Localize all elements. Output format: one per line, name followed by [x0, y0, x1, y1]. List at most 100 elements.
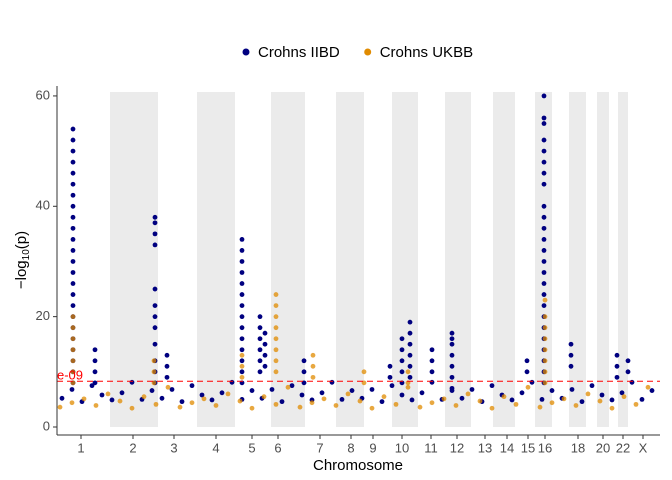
point — [549, 400, 555, 406]
point — [152, 220, 158, 226]
point — [257, 369, 263, 375]
point — [225, 391, 231, 397]
point — [319, 390, 325, 396]
point — [429, 358, 435, 364]
point — [70, 369, 76, 375]
point — [449, 363, 455, 369]
point — [409, 397, 415, 403]
point — [541, 270, 547, 275]
point — [257, 325, 263, 331]
point — [407, 352, 413, 358]
point — [579, 399, 585, 405]
point — [70, 170, 76, 176]
point — [369, 405, 375, 411]
point — [57, 404, 63, 410]
x-tick-label: 22 — [616, 440, 630, 455]
point — [345, 391, 351, 397]
point — [541, 148, 547, 154]
point — [429, 369, 435, 375]
point — [333, 403, 339, 408]
point — [449, 341, 455, 347]
point — [239, 259, 245, 264]
y-tick-label: 0 — [43, 418, 50, 433]
point — [639, 397, 645, 402]
point — [417, 404, 423, 410]
x-tick-label: 14 — [500, 440, 514, 455]
point — [469, 387, 475, 392]
point — [405, 384, 411, 390]
point — [70, 192, 76, 198]
point — [387, 363, 393, 369]
legend-text: Crohns IIBD — [258, 44, 340, 61]
point — [310, 363, 316, 369]
point — [269, 387, 275, 392]
point — [369, 387, 375, 392]
y-title-part: (p) — [13, 231, 30, 249]
point — [357, 398, 363, 404]
point — [129, 405, 135, 411]
point — [310, 352, 316, 358]
point — [561, 396, 567, 402]
point — [239, 270, 245, 275]
point — [519, 390, 525, 396]
point — [177, 404, 183, 410]
point — [257, 314, 263, 320]
point — [70, 137, 76, 143]
point — [449, 385, 455, 391]
point — [117, 398, 123, 404]
point — [92, 369, 98, 375]
point — [289, 383, 295, 389]
x-tick-label: 11 — [424, 440, 438, 455]
point — [262, 330, 268, 336]
point — [379, 399, 385, 405]
point — [524, 369, 530, 375]
point — [262, 352, 268, 358]
point — [239, 352, 245, 358]
y-axis-title: −log10(p) — [13, 231, 32, 289]
point — [309, 400, 315, 406]
point — [399, 347, 405, 353]
point — [381, 394, 387, 400]
point — [164, 352, 170, 358]
point — [407, 363, 413, 369]
point — [321, 396, 327, 402]
point — [93, 403, 99, 408]
point — [261, 394, 267, 400]
point — [541, 121, 547, 126]
point — [361, 369, 367, 375]
chromosome-band — [597, 92, 609, 427]
point — [537, 404, 543, 410]
x-tick-label: 6 — [274, 440, 281, 455]
point — [399, 336, 405, 342]
point — [399, 369, 405, 375]
chromosome-band — [392, 92, 418, 427]
y-title-part: −log — [13, 260, 30, 289]
point — [541, 259, 547, 264]
point — [310, 374, 316, 380]
chromosome-band — [493, 92, 515, 427]
point — [609, 397, 615, 403]
point — [399, 392, 405, 398]
point — [239, 363, 245, 369]
point — [285, 384, 291, 390]
point — [239, 303, 245, 309]
x-tick-label: 12 — [450, 440, 464, 455]
point — [625, 358, 631, 364]
point — [614, 352, 620, 358]
point — [449, 336, 455, 342]
point — [407, 330, 413, 336]
point — [70, 336, 76, 342]
x-tick-label: 1 — [77, 440, 84, 455]
x-tick-label: 16 — [538, 440, 552, 455]
point — [542, 336, 548, 342]
point — [239, 314, 245, 320]
point — [151, 358, 157, 364]
point — [141, 394, 147, 400]
point — [614, 374, 620, 380]
point — [249, 405, 255, 411]
threshold-label: e-09 — [57, 368, 83, 383]
x-tick-label: 3 — [170, 440, 177, 455]
point — [541, 281, 547, 286]
point — [453, 403, 459, 408]
